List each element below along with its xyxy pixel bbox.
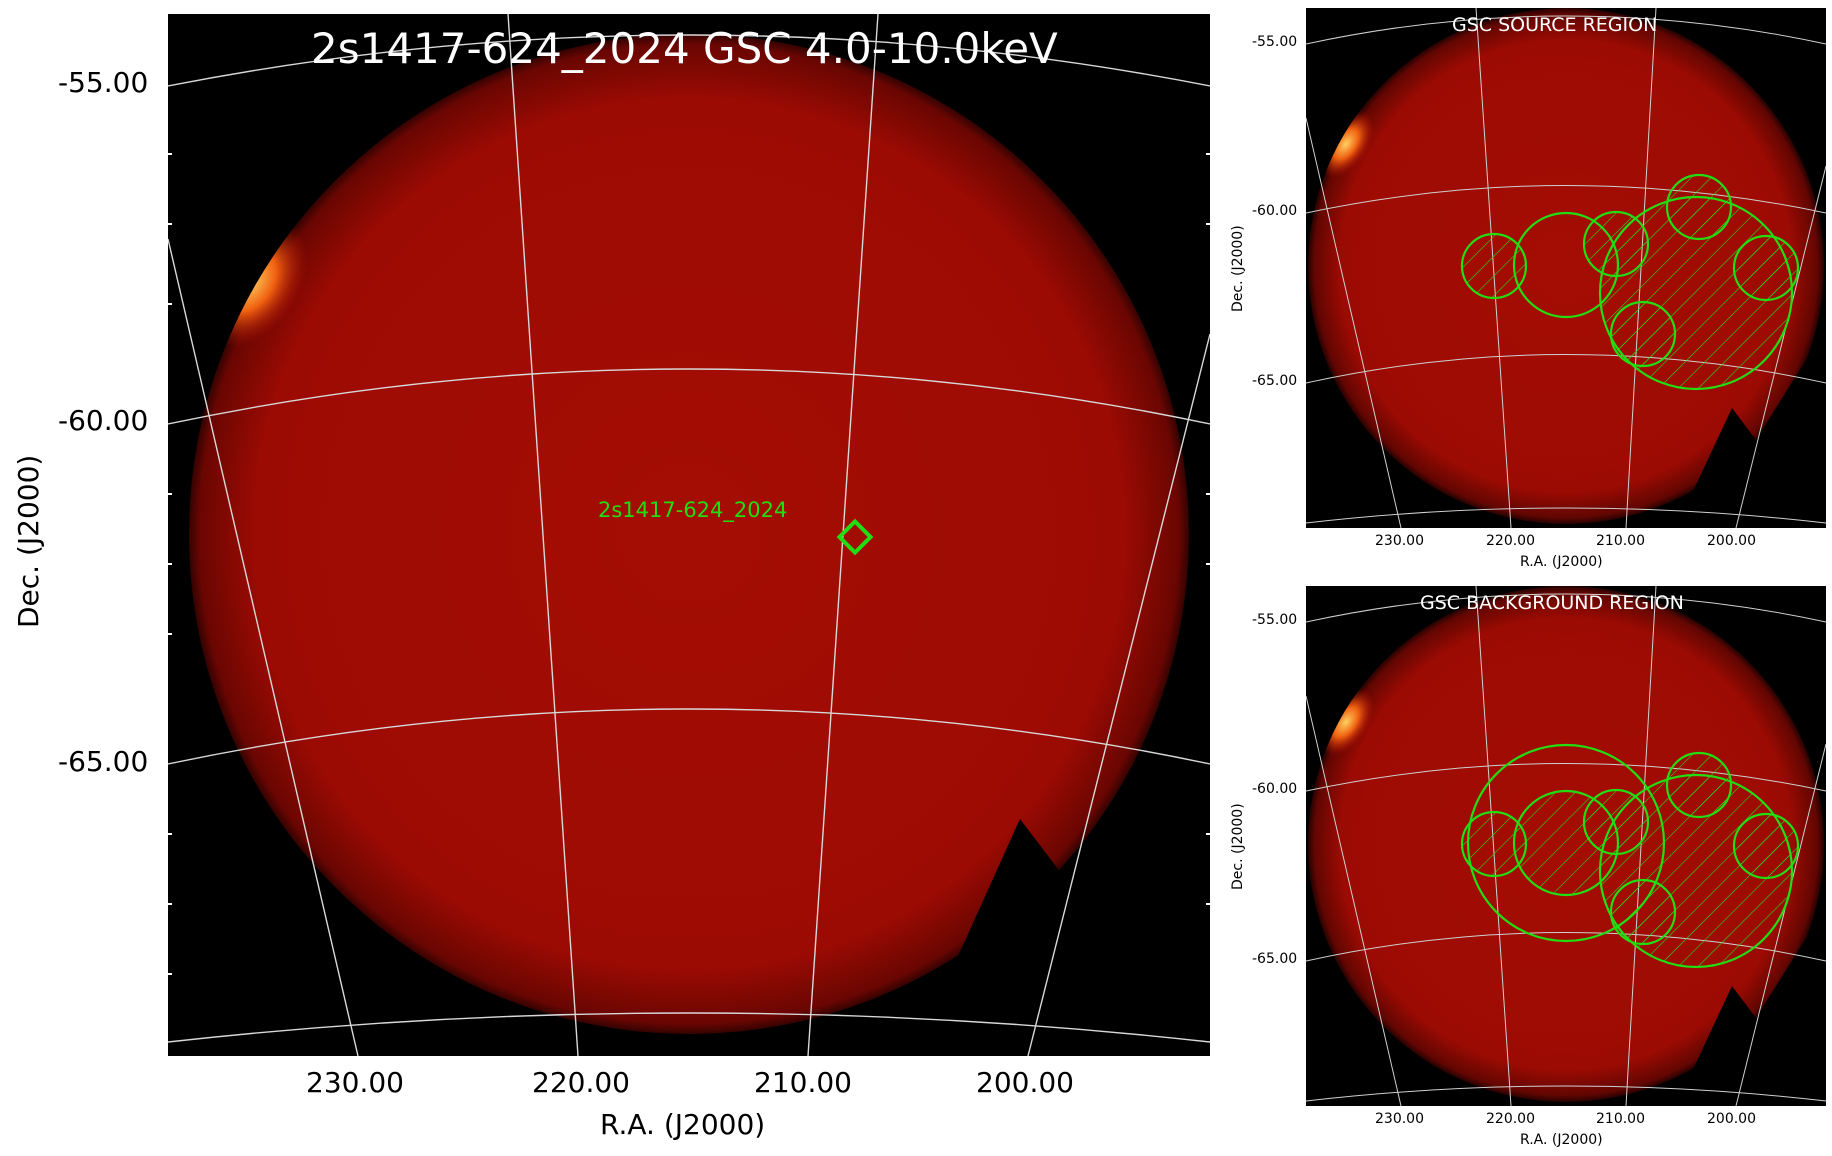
region-circle-right[interactable] (1732, 812, 1800, 880)
src-xtick-230: 230.00 (1375, 533, 1424, 549)
bkg-xtick-220: 220.00 (1486, 1111, 1535, 1127)
main-xtick-200: 200.00 (976, 1066, 1074, 1099)
src-xtick-200: 200.00 (1707, 533, 1756, 549)
src-xtick-220: 220.00 (1486, 533, 1535, 549)
source-region-panel[interactable]: GSC SOURCE REGION (1306, 8, 1826, 528)
region-circle-upper[interactable] (1582, 788, 1650, 856)
region-circle-top-right[interactable] (1665, 751, 1733, 819)
main-ylabel: Dec. (J2000) (12, 454, 45, 628)
background-panel-title: GSC BACKGROUND REGION (1420, 592, 1684, 614)
source-label: 2s1417-624_2024 (598, 498, 788, 522)
bkg-xtick-210: 210.00 (1596, 1111, 1645, 1127)
src-ytick-55: -55.00 (1252, 34, 1298, 50)
background-region-panel[interactable]: GSC BACKGROUND REGION (1306, 586, 1826, 1106)
main-ytick-55: -55.00 (58, 66, 149, 99)
background-regions (1460, 743, 1800, 969)
main-sky-image (168, 14, 1210, 1056)
src-xlabel: R.A. (J2000) (1520, 554, 1603, 570)
bkg-xtick-200: 200.00 (1707, 1111, 1756, 1127)
region-circle-upper[interactable] (1582, 210, 1650, 278)
main-title: 2s1417-624_2024 GSC 4.0-10.0keV (311, 24, 1058, 73)
src-ytick-60: -60.00 (1252, 203, 1298, 219)
bkg-ytick-65: -65.00 (1252, 951, 1298, 967)
src-ytick-65: -65.00 (1252, 373, 1298, 389)
bkg-xlabel: R.A. (J2000) (1520, 1132, 1603, 1148)
source-panel-title: GSC SOURCE REGION (1452, 14, 1658, 36)
region-circle-top-right[interactable] (1665, 173, 1733, 241)
detector-disk (188, 34, 1189, 1034)
bkg-ytick-60: -60.00 (1252, 781, 1298, 797)
background-sky-image (1306, 586, 1826, 1106)
bkg-ylabel: Dec. (J2000) (1230, 803, 1246, 890)
main-xtick-210: 210.00 (754, 1066, 852, 1099)
main-image-panel[interactable]: 2s1417-624_2024 GSC 4.0-10.0keV 2s1417-6… (168, 14, 1210, 1056)
frame-ticks (168, 153, 1210, 975)
source-regions (1460, 173, 1800, 391)
region-circle-right[interactable] (1732, 234, 1800, 302)
bkg-ytick-55: -55.00 (1252, 612, 1298, 628)
source-sky-image (1306, 8, 1826, 528)
src-ylabel: Dec. (J2000) (1230, 225, 1246, 312)
bkg-xtick-230: 230.00 (1375, 1111, 1424, 1127)
main-ytick-65: -65.00 (58, 745, 149, 778)
src-xtick-210: 210.00 (1596, 533, 1645, 549)
source-marker-diamond[interactable] (836, 518, 874, 556)
main-ytick-60: -60.00 (58, 404, 149, 437)
region-circle-lower[interactable] (1609, 878, 1677, 946)
region-circle-lower[interactable] (1609, 300, 1677, 368)
region-circle-left-hatched[interactable] (1460, 232, 1528, 300)
main-xlabel: R.A. (J2000) (600, 1108, 766, 1141)
main-xtick-230: 230.00 (306, 1066, 404, 1099)
main-xtick-220: 220.00 (532, 1066, 630, 1099)
